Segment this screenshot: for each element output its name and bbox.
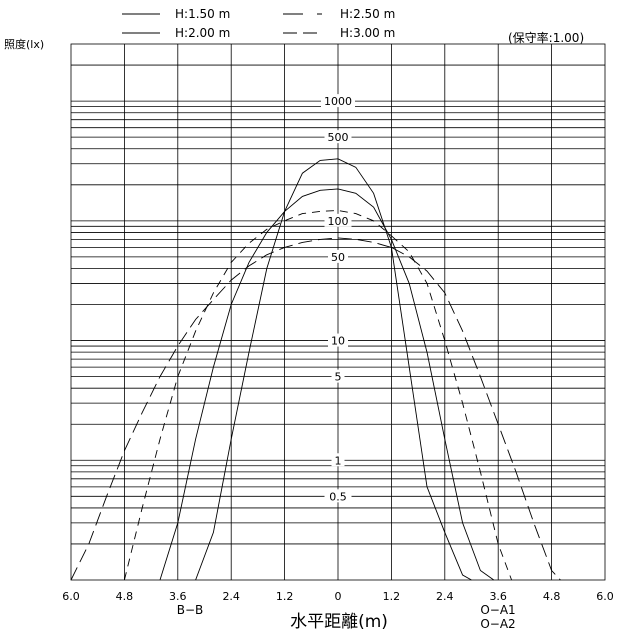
x-tick-label: 6.0 [62,590,80,603]
legend-label-h200: H:2.00 m [175,26,230,40]
y-tick-label: 1 [335,454,342,467]
x-axis-label: 水平距離(m) [290,612,388,632]
y-tick-label: 0.5 [329,490,347,503]
y-tick-label: 100 [328,215,349,228]
y-axis-label: 照度(lx) [4,37,44,51]
series-line [391,247,561,581]
series-line [390,239,495,581]
series-line [390,247,472,581]
legend-label-h250: H:2.50 m [340,7,395,21]
x-tick-label: 1.2 [383,590,401,603]
series-line [195,158,392,581]
series-line [123,210,392,581]
x-tick-label: 6.0 [596,590,614,603]
x-tick-label: 3.6 [489,590,507,603]
section-label-oa1: O−A1 [480,603,515,617]
y-tick-label: 50 [331,251,345,264]
x-tick-label: 2.4 [436,590,454,603]
x-tick-label: 4.8 [116,590,134,603]
y-tick-label-bg [328,333,348,347]
section-label-bb: B−B [177,603,204,617]
y-tick-label: 10 [331,335,345,348]
x-tick-label: 2.4 [222,590,240,603]
legend-label-h150: H:1.50 m [175,7,230,21]
y-tick-label-bg [321,94,355,108]
x-tick-label: 1.2 [276,590,294,603]
y-tick-label: 1000 [324,95,352,108]
y-tick-label: 500 [328,131,349,144]
legend-label-h300: H:3.00 m [340,26,395,40]
series-line [159,188,392,581]
section-label-oa2: O−A2 [480,617,515,631]
y-tick-label-bg [331,453,345,467]
x-tick-label: 0 [335,590,342,603]
x-tick-labels: 6.0 4.8 3.6 2.4 1.2 0 1.2 2.4 3.6 4.8 6.0 [62,590,614,603]
x-tick-label: 4.8 [543,590,561,603]
y-tick-label-bg [324,130,352,144]
y-tick-label-bg [328,249,348,263]
maintenance-note: (保守率:1.00) [508,30,584,45]
series-line [70,237,392,581]
y-tick-label-bg [331,369,345,383]
series-line [391,235,513,581]
series-curves [70,158,561,581]
x-tick-label: 3.6 [169,590,187,603]
y-tick-label: 5 [335,371,342,384]
y-tick-label-bg [324,213,352,227]
plot-grid [70,43,606,581]
y-tick-labels: 1000 500 100 50 10 5 1 0.5 [321,94,355,503]
legend: H:1.50 m H:2.50 m H:2.00 m H:3.00 m [122,7,395,40]
y-tick-label-bg [324,489,352,503]
